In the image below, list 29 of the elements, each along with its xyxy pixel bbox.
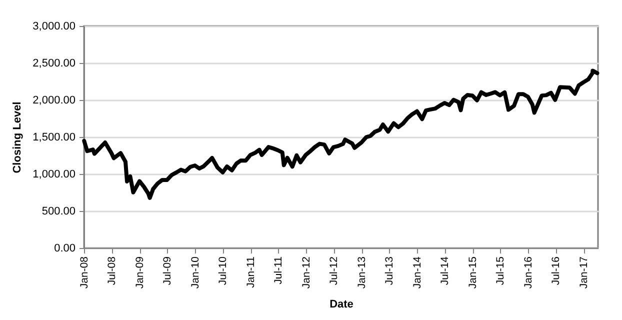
x-tick-label: Jan-13 (356, 256, 368, 289)
x-tick-label: Jan-11 (245, 256, 258, 288)
y-tick-label: 2,000.00 (32, 94, 76, 106)
line-series (82, 68, 600, 200)
x-tick-label: Jul-10 (217, 256, 230, 286)
y-tick-label: 500.00 (42, 206, 76, 218)
x-tick-label: Jan-15 (467, 256, 480, 289)
x-tick-label: Jan-14 (412, 256, 424, 289)
x-tick-label: Jul-11 (272, 256, 285, 284)
x-tick-label: Jan-08 (78, 256, 90, 289)
x-tick-label: Jul-16 (550, 256, 562, 286)
x-tick-label: Jul-14 (439, 256, 452, 286)
y-tick-label: 2,500.00 (32, 58, 76, 70)
x-tick-label: Jul-13 (384, 256, 396, 286)
x-tick-label: Jul-08 (106, 256, 118, 286)
y-tick-label: 0.00 (54, 242, 76, 254)
x-tick-label: Jan-16 (522, 256, 535, 289)
y-tick-label: 1,500.00 (32, 132, 76, 144)
y-tick-label: 1,000.00 (32, 168, 76, 180)
x-tick-label: Jul-15 (494, 256, 507, 286)
x-tick-label: Jul-09 (162, 256, 174, 286)
x-tick-label: Jan-10 (190, 256, 202, 289)
x-axis-title: Date (330, 298, 354, 311)
x-tick-label: Jul-12 (328, 256, 340, 286)
y-tick-label: 3,000.00 (32, 20, 76, 32)
x-tick-label: Jan-12 (300, 256, 313, 289)
x-tick-label: Jan-09 (134, 256, 146, 289)
x-tick-label: Jan-17 (578, 256, 590, 289)
y-axis-title: Closing Level (12, 102, 24, 174)
